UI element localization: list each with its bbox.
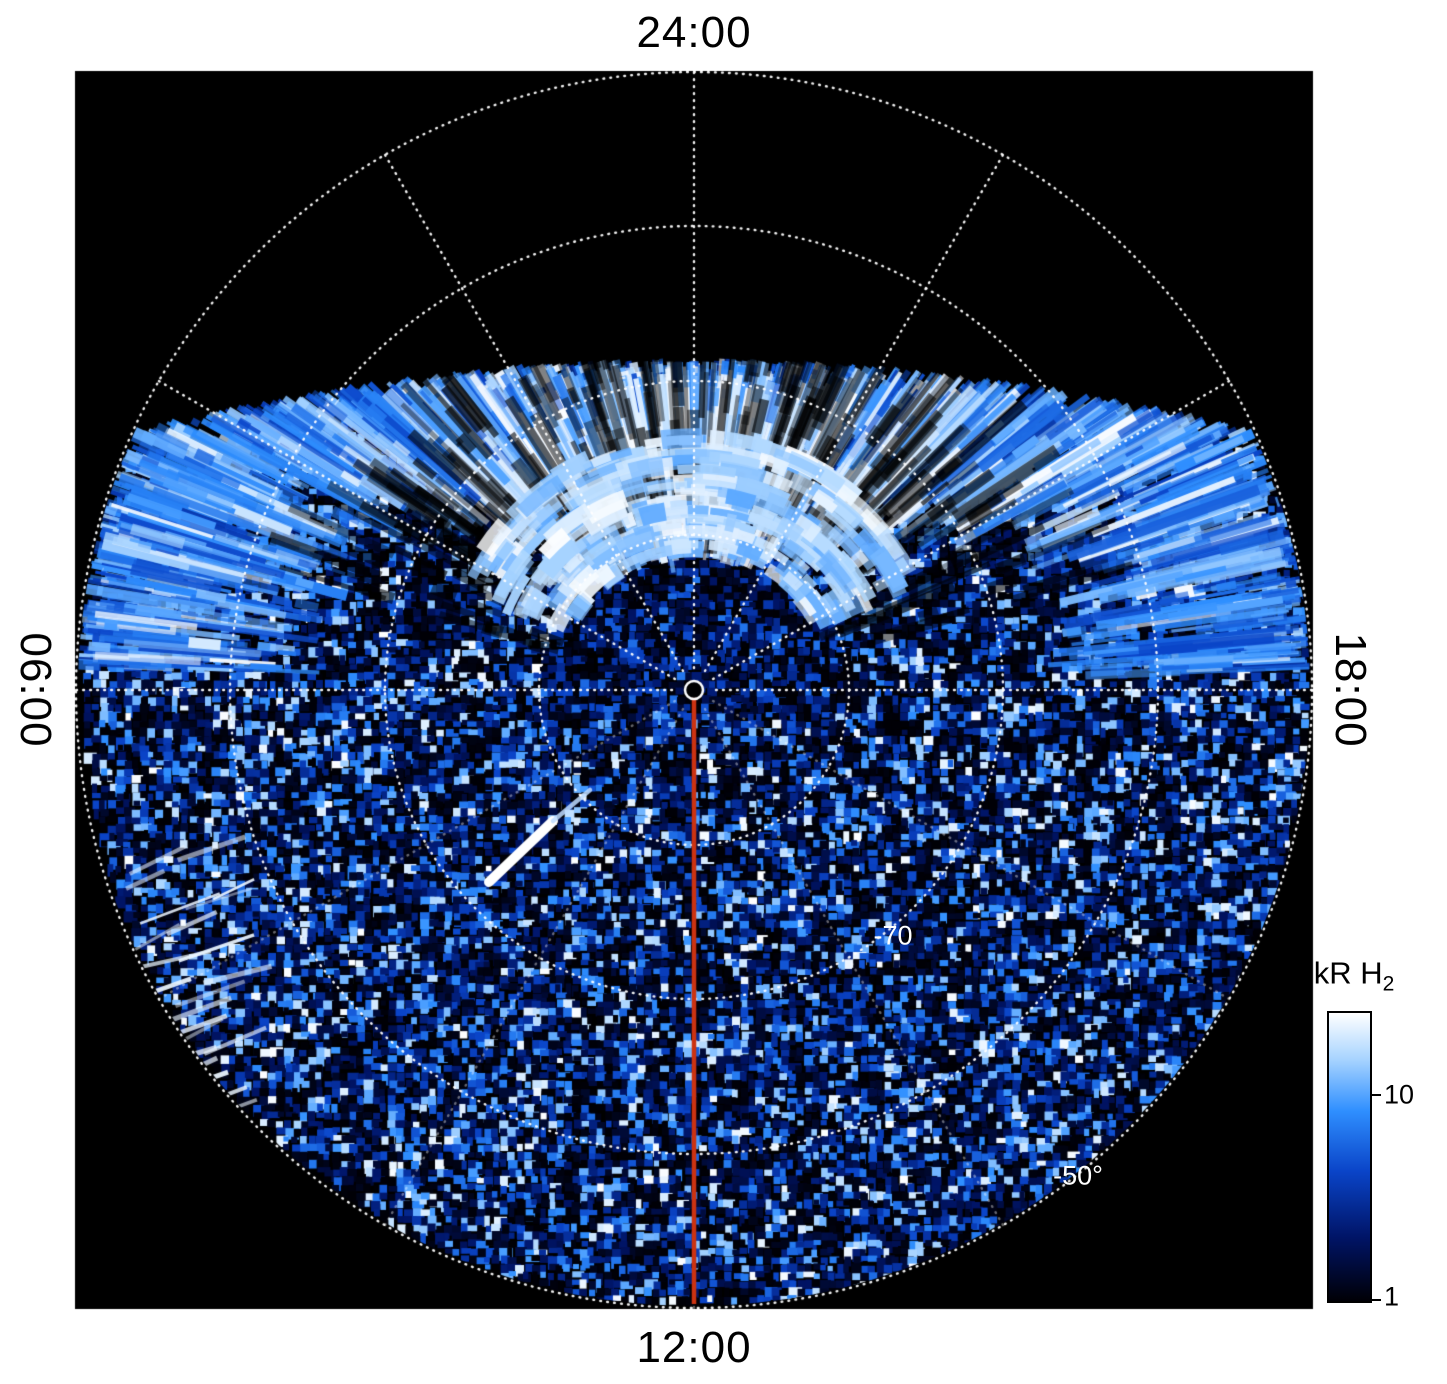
colorbar-gradient [1327,1011,1372,1303]
local-time-label-2400: 24:00 [636,8,751,58]
colorbar-tickmark-10 [1372,1094,1381,1096]
colorbar-tickmark-1 [1372,1299,1381,1301]
colorbar-tick-label-10: 10 [1384,1080,1414,1111]
colorbar-tick-label-1: 1 [1384,1282,1399,1313]
local-time-label-1200: 12:00 [636,1323,751,1373]
local-time-label-0600: 06:00 [10,632,60,747]
latitude-ring-label-50: -50° [1053,1161,1103,1192]
colorbar-label-main: kR H [1314,955,1383,990]
latitude-ring-label-70: -70 [873,921,912,952]
colorbar-label: kR H2 [1314,955,1395,996]
local-time-label-1800: 18:00 [1325,632,1375,747]
aurora-polar-plot-canvas [0,0,1447,1384]
aurora-figure: 24:00 12:00 06:00 18:00 -70 -50° kR H2 1… [0,0,1447,1384]
colorbar-label-subscript: 2 [1383,973,1395,996]
